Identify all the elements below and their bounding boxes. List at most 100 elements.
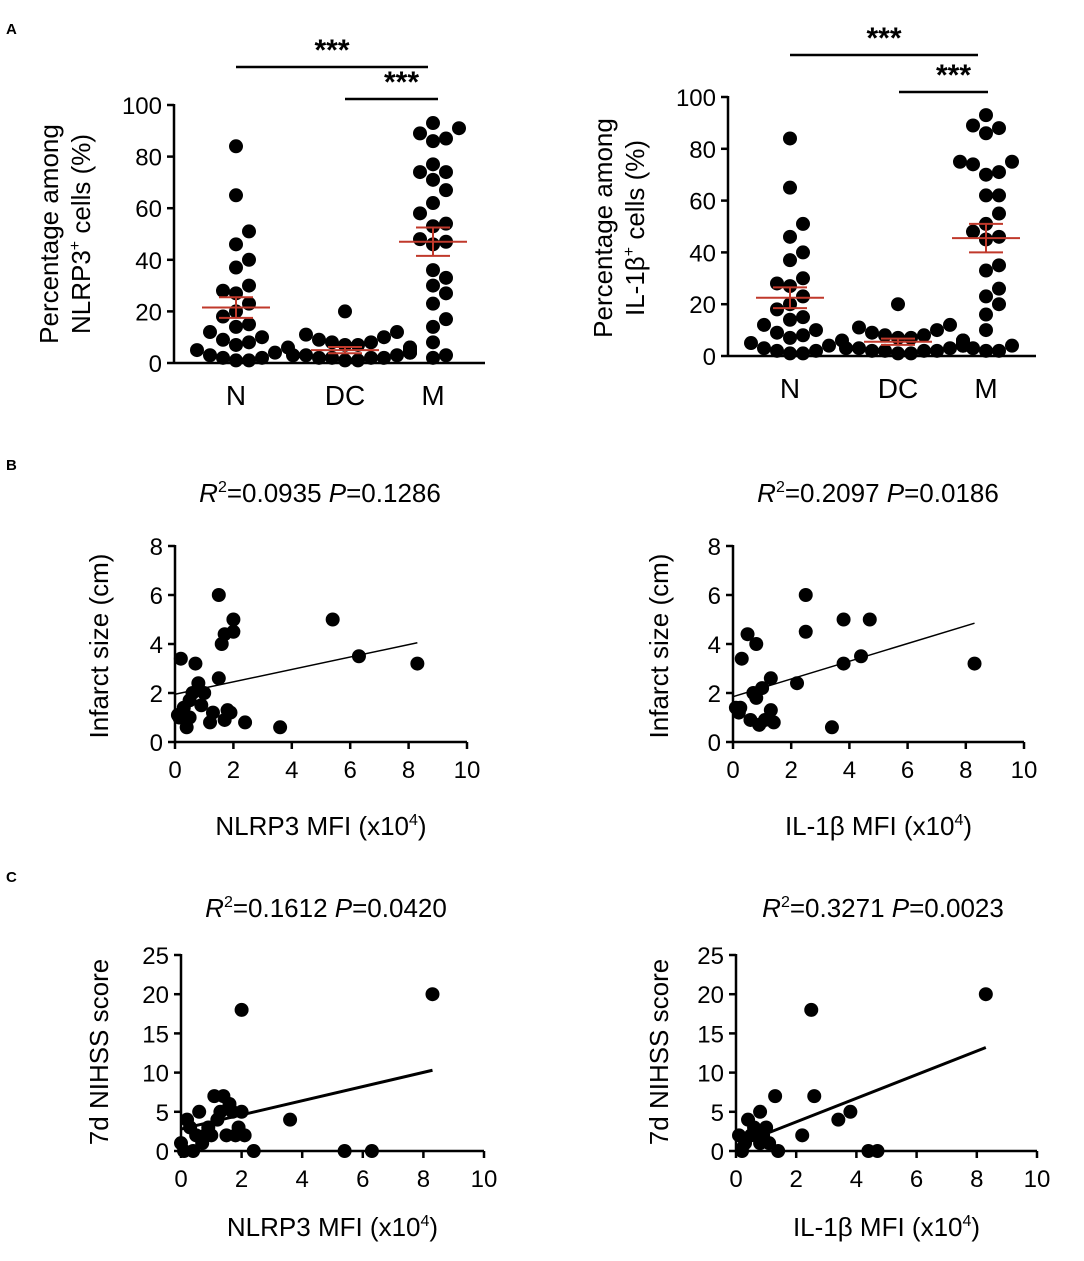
- trend-line: [174, 642, 418, 695]
- stat-title: R2=0.2097 P=0.0186: [757, 478, 999, 508]
- data-point: [203, 715, 218, 730]
- data-point-n: [809, 323, 823, 338]
- data-point-n: [203, 325, 217, 340]
- data-point: [425, 987, 440, 1002]
- data-point-n: [783, 330, 797, 345]
- data-point-n: [242, 278, 256, 293]
- x-tick-label: 4: [850, 1166, 863, 1193]
- data-point: [188, 656, 203, 671]
- y-tick-label: 0: [708, 730, 721, 757]
- category-label: N: [780, 373, 800, 404]
- y-tick-label: 2: [708, 681, 721, 708]
- data-point-n: [770, 302, 784, 317]
- data-point-m: [426, 319, 440, 334]
- data-point-n: [203, 348, 217, 363]
- data-point: [759, 1120, 774, 1135]
- y-axis-label: 7d NIHSS score: [644, 959, 674, 1145]
- stat-title: R2=0.3271 P=0.0023: [762, 893, 1004, 923]
- data-point-m: [426, 116, 440, 131]
- data-point-n: [229, 319, 243, 334]
- data-point-n: [770, 276, 784, 291]
- y-tick-label: 4: [150, 632, 163, 659]
- category-label: M: [974, 373, 997, 404]
- data-point-m: [1005, 338, 1019, 353]
- data-point: [211, 671, 226, 686]
- data-point: [749, 637, 764, 651]
- data-point: [173, 651, 188, 666]
- data-point: [763, 703, 778, 718]
- x-tick-label: 0: [726, 757, 739, 784]
- y-tick-label: 15: [142, 1021, 169, 1048]
- y-tick-label: 10: [697, 1061, 724, 1088]
- data-point-m: [979, 343, 993, 358]
- data-point-n: [229, 139, 243, 154]
- data-point-m: [979, 188, 993, 203]
- data-point-n: [796, 289, 810, 304]
- data-point-dc: [878, 328, 892, 343]
- data-point-m: [979, 289, 993, 304]
- data-point-n: [757, 341, 771, 356]
- data-point-m: [979, 307, 993, 322]
- data-point: [733, 700, 748, 715]
- data-point-dc: [943, 341, 957, 356]
- data-point: [283, 1112, 298, 1127]
- data-point-dc: [904, 346, 918, 361]
- data-point-dc: [377, 350, 391, 365]
- data-point-dc: [943, 317, 957, 332]
- data-point: [807, 1089, 822, 1104]
- data-point: [771, 1144, 786, 1158]
- data-point-dc: [338, 337, 352, 352]
- y-tick-label: 5: [711, 1100, 724, 1127]
- data-point-m: [439, 286, 453, 301]
- data-point: [831, 1112, 846, 1127]
- trend-line: [735, 1046, 987, 1147]
- data-point: [234, 1104, 249, 1119]
- data-point-dc: [930, 323, 944, 338]
- data-point: [755, 681, 770, 696]
- data-point-n: [229, 337, 243, 352]
- x-tick-label: 0: [168, 757, 181, 784]
- data-point: [798, 588, 813, 602]
- data-point: [410, 656, 425, 671]
- data-point: [836, 656, 851, 671]
- data-point: [337, 1144, 352, 1158]
- data-point-m: [426, 263, 440, 278]
- data-points: [174, 987, 440, 1158]
- x-axis-label: NLRP3 MFI (x104): [227, 1212, 438, 1242]
- data-point: [194, 698, 209, 713]
- x-tick-label: 2: [227, 757, 240, 784]
- y-tick-label: 80: [689, 137, 716, 164]
- data-point: [211, 588, 226, 602]
- data-point: [364, 1144, 379, 1158]
- data-point-m: [979, 167, 993, 182]
- data-point-n: [216, 283, 230, 298]
- data-points: [732, 987, 993, 1158]
- data-point-m: [979, 263, 993, 278]
- data-point-n: [216, 350, 230, 365]
- x-tick-label: 4: [285, 757, 298, 784]
- data-point: [843, 1104, 858, 1119]
- data-point-m: [953, 154, 967, 169]
- data-point-n: [255, 330, 269, 345]
- data-point-n: [190, 343, 204, 358]
- data-points: [744, 108, 1019, 361]
- data-point: [804, 1002, 819, 1017]
- data-point: [798, 624, 813, 639]
- data-point-m: [966, 157, 980, 172]
- data-point-n: [783, 279, 797, 294]
- data-point-m: [426, 134, 440, 149]
- data-point-m: [992, 188, 1006, 203]
- data-point-m: [426, 335, 440, 350]
- data-point-n: [770, 325, 784, 340]
- data-point-n: [229, 188, 243, 203]
- y-tick-label: 8: [708, 534, 721, 561]
- y-tick-label: 0: [703, 344, 716, 371]
- trend-line: [732, 622, 975, 698]
- data-point-m: [426, 157, 440, 172]
- data-point-m: [966, 118, 980, 133]
- y-tick-label: 6: [708, 583, 721, 610]
- panel-label-c: C: [6, 869, 17, 886]
- x-axis-label: IL-1β MFI (x104): [793, 1212, 980, 1242]
- data-point-m: [439, 312, 453, 327]
- data-point-m: [439, 348, 453, 363]
